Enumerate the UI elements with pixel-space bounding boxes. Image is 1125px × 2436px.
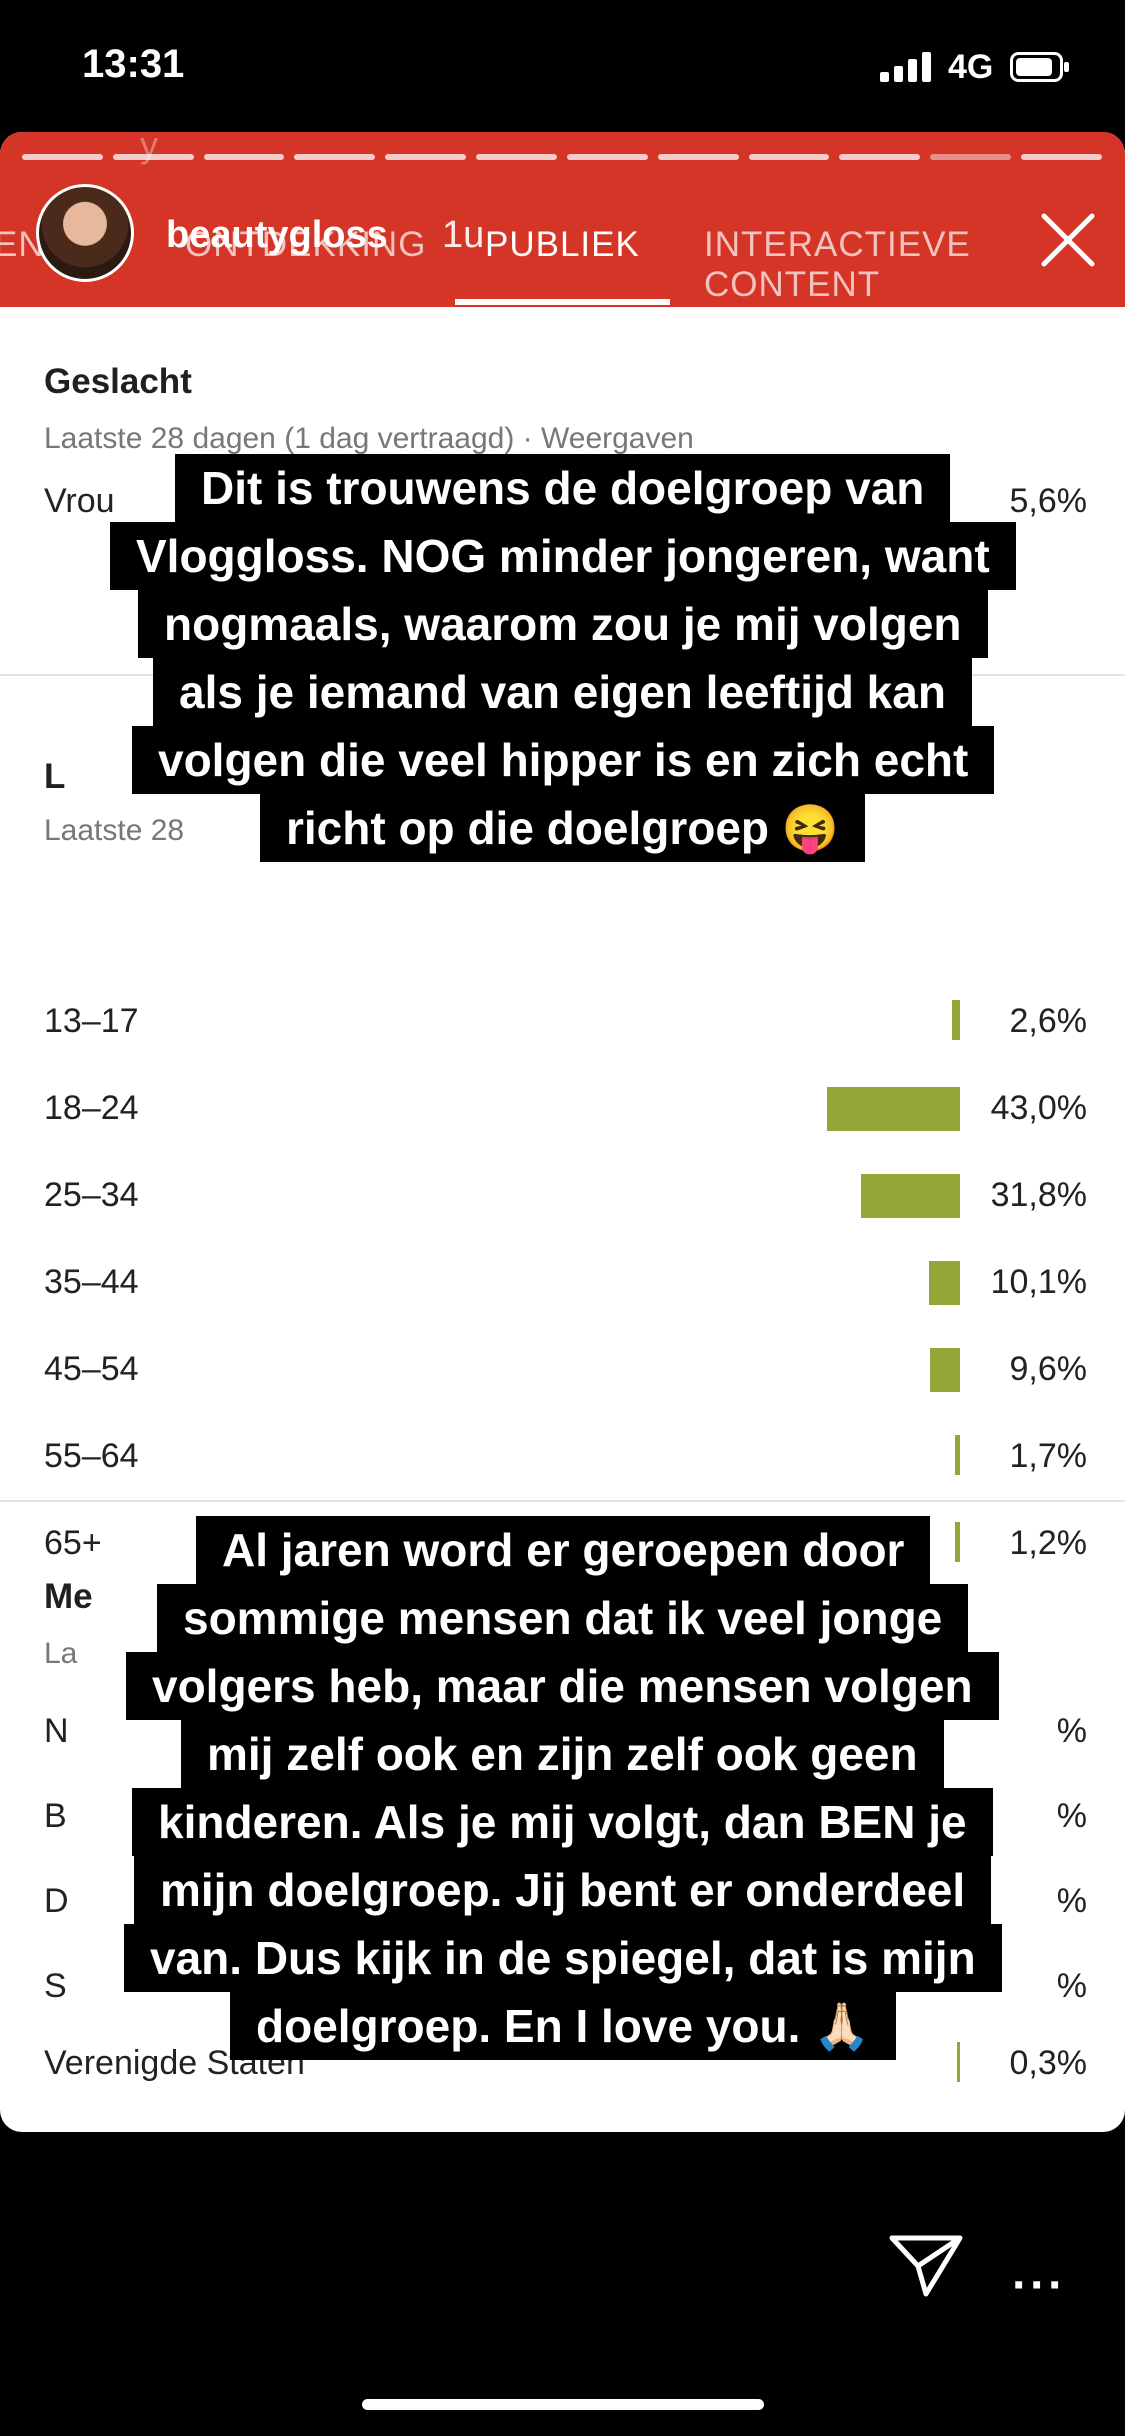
paper-plane-icon[interactable] (888, 2232, 964, 2298)
progress-segment (22, 154, 103, 160)
age-row-value: 1,2% (1009, 1524, 1088, 1562)
age-row-value: 1,7% (1009, 1437, 1088, 1475)
age-row-value: 10,1% (990, 1263, 1087, 1301)
progress-segment (385, 154, 467, 160)
progress-segment (294, 154, 376, 160)
country-last-value: 0,3% (1009, 2044, 1088, 2082)
age-row-value: 9,6% (1009, 1350, 1088, 1388)
network-type: 4G (948, 48, 994, 86)
age-bar (954, 1435, 960, 1475)
age-title: L (44, 757, 66, 796)
progress-segment (476, 154, 557, 160)
caption-line: doelgroep. En I love you. 🙏🏻 (230, 1992, 897, 2060)
caption-line: richt op die doelgroep 😝 (260, 794, 866, 862)
caption-line: sommige mensen dat ik veel jonge (157, 1584, 969, 1652)
tab-publiek[interactable]: PUBLIEK (485, 225, 640, 264)
gender-title: Geslacht (44, 362, 192, 401)
age-row-label: 35–44 (44, 1263, 139, 1301)
caption-line: Dit is trouwens de doelgroep van (175, 454, 951, 522)
caption-line: mij zelf ook en zijn zelf ook geen (181, 1720, 944, 1788)
country-title: Me (44, 1577, 93, 1616)
signal-icon (880, 52, 931, 82)
analytics-app-bar: y EN ONTDEKKING PUBLIEK INTERACTIEVE CON… (0, 132, 1125, 307)
progress-segment (930, 154, 1012, 160)
caption-line: mijn doelgroep. Jij bent er onderdeel (134, 1856, 992, 1924)
country-subtitle: La (44, 1637, 78, 1670)
progress-segment (566, 154, 648, 160)
tab-interactieve-content[interactable]: INTERACTIEVE CONTENT (704, 225, 971, 304)
country-last-bar (957, 2042, 960, 2082)
caption-line: Al jaren word er geroepen door (196, 1516, 931, 1584)
country-row-value: % (1056, 1882, 1087, 1920)
age-bar (955, 1522, 960, 1562)
caption-line: als je iemand van eigen leeftijd kan (153, 658, 972, 726)
age-row-label: 18–24 (44, 1089, 139, 1127)
story-progress-bar (22, 154, 1102, 160)
caption-line: van. Dus kijk in de spiegel, dat is mijn (124, 1924, 1002, 1992)
active-tab-indicator (455, 299, 670, 305)
country-row-label: D (44, 1882, 69, 1920)
gender-row-label: Vrou (44, 482, 115, 520)
caption-line: nogmaals, waarom zou je mij volgen (138, 590, 988, 658)
age-row-label: 25–34 (44, 1176, 139, 1214)
progress-segment (203, 154, 285, 160)
progress-segment (748, 154, 830, 160)
country-row-label: N (44, 1712, 69, 1750)
status-time: 13:31 (82, 42, 185, 86)
avatar[interactable] (36, 184, 134, 282)
gender-subtitle: Laatste 28 dagen (1 dag vertraagd) · Wee… (44, 422, 694, 455)
age-bar (826, 1087, 960, 1131)
age-bar (861, 1174, 960, 1218)
age-row-value: 2,6% (1009, 1002, 1088, 1040)
age-row-value: 31,8% (990, 1176, 1087, 1214)
caption-line: kinderen. Als je mij volgt, dan BEN je (132, 1788, 993, 1856)
country-row-label: S (44, 1967, 67, 2005)
country-row-label: B (44, 1797, 67, 1835)
age-row-label: 13–17 (44, 1002, 139, 1040)
battery-icon (1010, 52, 1069, 82)
age-bar (951, 1000, 960, 1040)
story-username[interactable]: beautygloss (166, 214, 388, 256)
progress-segment (657, 154, 739, 160)
app-bar-header-fragment: y (140, 132, 158, 165)
caption-line: Vloggloss. NOG minder jongeren, want (110, 522, 1016, 590)
section-divider (0, 1500, 1125, 1502)
country-row-value: % (1056, 1712, 1087, 1750)
age-row-label: 55–64 (44, 1437, 139, 1475)
progress-segment (839, 154, 921, 160)
age-row-value: 43,0% (990, 1089, 1087, 1127)
more-dots-icon[interactable]: ··· (1012, 2259, 1066, 2312)
age-bar (930, 1348, 960, 1392)
close-icon[interactable] (1036, 208, 1100, 272)
caption-line: volgers heb, maar die mensen volgen (126, 1652, 999, 1720)
age-row-label: 65+ (44, 1524, 102, 1562)
country-row-value: % (1056, 1797, 1087, 1835)
progress-segment (112, 154, 194, 160)
story-time-ago: 1u (442, 214, 485, 256)
age-row-label: 45–54 (44, 1350, 139, 1388)
home-indicator (362, 2399, 764, 2410)
age-subtitle: Laatste 28 (44, 814, 185, 847)
country-row-value: % (1056, 1967, 1087, 2005)
tab-ontdekking[interactable]: ONTDEKKING (185, 225, 427, 264)
age-bar (928, 1261, 960, 1305)
progress-segment (1021, 154, 1102, 160)
gender-row-value: 5,6% (1009, 482, 1088, 520)
caption-line: volgen die veel hipper is en zich echt (132, 726, 995, 794)
